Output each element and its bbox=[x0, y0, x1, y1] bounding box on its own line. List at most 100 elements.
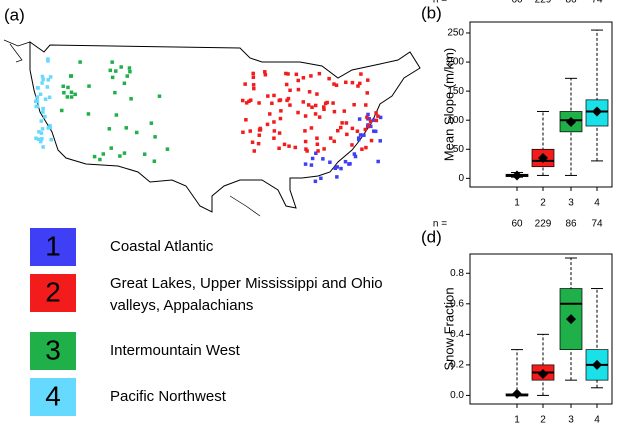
map-dot bbox=[43, 114, 47, 119]
map-dot bbox=[307, 90, 312, 94]
x-tick-label: 3 bbox=[568, 415, 574, 426]
map-dot bbox=[251, 83, 256, 87]
map-dot bbox=[366, 112, 370, 117]
map-dot bbox=[309, 126, 314, 130]
map-dot bbox=[122, 151, 127, 155]
map-dot bbox=[272, 120, 276, 124]
map-dot bbox=[125, 74, 130, 78]
map-dot bbox=[48, 75, 53, 79]
map-dot bbox=[303, 162, 308, 166]
mean-marker bbox=[538, 369, 548, 380]
map-dot bbox=[305, 149, 309, 153]
x-tick-label: 4 bbox=[594, 415, 600, 426]
map-dot bbox=[65, 95, 70, 99]
map-dot bbox=[277, 146, 281, 151]
map-dot bbox=[365, 91, 369, 95]
map-dot bbox=[41, 106, 45, 111]
map-dot bbox=[357, 117, 362, 121]
map-dot bbox=[257, 133, 262, 137]
map-dot bbox=[355, 129, 360, 133]
n-value: 60 bbox=[511, 219, 523, 230]
x-tick-label: 1 bbox=[514, 198, 520, 209]
map-dot bbox=[48, 123, 52, 128]
map-dot bbox=[40, 81, 44, 85]
map-dot bbox=[288, 88, 292, 93]
map-dot bbox=[316, 149, 320, 153]
map-dot bbox=[286, 96, 291, 101]
map-dot bbox=[336, 128, 340, 133]
map-dot bbox=[243, 82, 247, 86]
map-dot bbox=[303, 129, 307, 133]
map-dot bbox=[66, 85, 70, 90]
map-dot bbox=[378, 139, 382, 143]
map-dot bbox=[322, 147, 326, 151]
y-axis-title: Snow Fraction bbox=[441, 287, 456, 370]
y-tick-label: 0.8 bbox=[450, 268, 464, 279]
map-dot bbox=[34, 104, 38, 109]
map-dot bbox=[69, 95, 74, 99]
map-dot bbox=[363, 127, 368, 132]
map-dot bbox=[310, 105, 314, 110]
mean-marker bbox=[538, 152, 548, 163]
map-dot bbox=[358, 81, 362, 86]
legend-number: 3 bbox=[45, 334, 61, 365]
map-dot bbox=[46, 57, 50, 61]
map-dot bbox=[368, 119, 373, 124]
map-dot bbox=[303, 114, 308, 118]
map-dot bbox=[114, 69, 118, 73]
map-dot bbox=[338, 125, 343, 130]
n-value: 86 bbox=[565, 0, 577, 6]
y-axis-title: Mean Slope (m/km) bbox=[441, 48, 456, 161]
mean-marker bbox=[566, 314, 576, 325]
map-dot bbox=[152, 159, 157, 163]
map-dot bbox=[315, 92, 319, 96]
map-dot bbox=[128, 69, 132, 74]
map-dot bbox=[114, 113, 119, 117]
panel-label: (a) bbox=[4, 5, 25, 24]
map-dot bbox=[41, 110, 45, 114]
legend-number: 1 bbox=[45, 230, 61, 261]
map-dot bbox=[296, 78, 300, 83]
map-dot bbox=[278, 116, 283, 121]
map-dot bbox=[98, 157, 102, 162]
map-dot bbox=[252, 149, 257, 153]
map-dot bbox=[270, 101, 274, 105]
map-dot bbox=[317, 115, 322, 119]
map-dot bbox=[40, 74, 45, 79]
map-dot bbox=[322, 107, 326, 112]
map-dot bbox=[371, 118, 376, 122]
plot-frame bbox=[469, 253, 613, 405]
map-dot bbox=[101, 152, 106, 156]
map-dot bbox=[285, 98, 289, 103]
map-dot bbox=[124, 126, 129, 130]
map-dot bbox=[34, 136, 38, 140]
map-dot bbox=[356, 137, 361, 142]
map-dot bbox=[353, 154, 358, 159]
map-dot bbox=[344, 121, 349, 125]
map-dot bbox=[110, 60, 114, 64]
map-dot bbox=[157, 94, 162, 98]
map-dot bbox=[313, 179, 318, 184]
y-tick-label: 100 bbox=[447, 115, 464, 126]
map-dot bbox=[43, 97, 48, 101]
map-dot bbox=[251, 75, 256, 79]
map-dot bbox=[110, 75, 115, 80]
y-tick-label: 250 bbox=[447, 28, 464, 39]
map-dot bbox=[142, 152, 147, 156]
legend-swatch bbox=[30, 378, 76, 416]
map-dot bbox=[331, 101, 335, 105]
map-dot bbox=[268, 112, 272, 116]
map-dot bbox=[49, 137, 53, 142]
map-dot bbox=[359, 72, 363, 76]
map-dot bbox=[340, 121, 344, 125]
x-tick-label: 1 bbox=[514, 415, 520, 426]
map-dot bbox=[272, 136, 276, 140]
map-dot bbox=[365, 115, 369, 119]
map-dot bbox=[278, 98, 283, 102]
map-dot bbox=[134, 130, 139, 135]
map-dot bbox=[39, 119, 44, 123]
map-dot bbox=[344, 80, 348, 85]
legend-label: Coastal Atlantic bbox=[110, 238, 214, 255]
map-dot bbox=[35, 95, 40, 99]
map-dot bbox=[314, 151, 318, 156]
